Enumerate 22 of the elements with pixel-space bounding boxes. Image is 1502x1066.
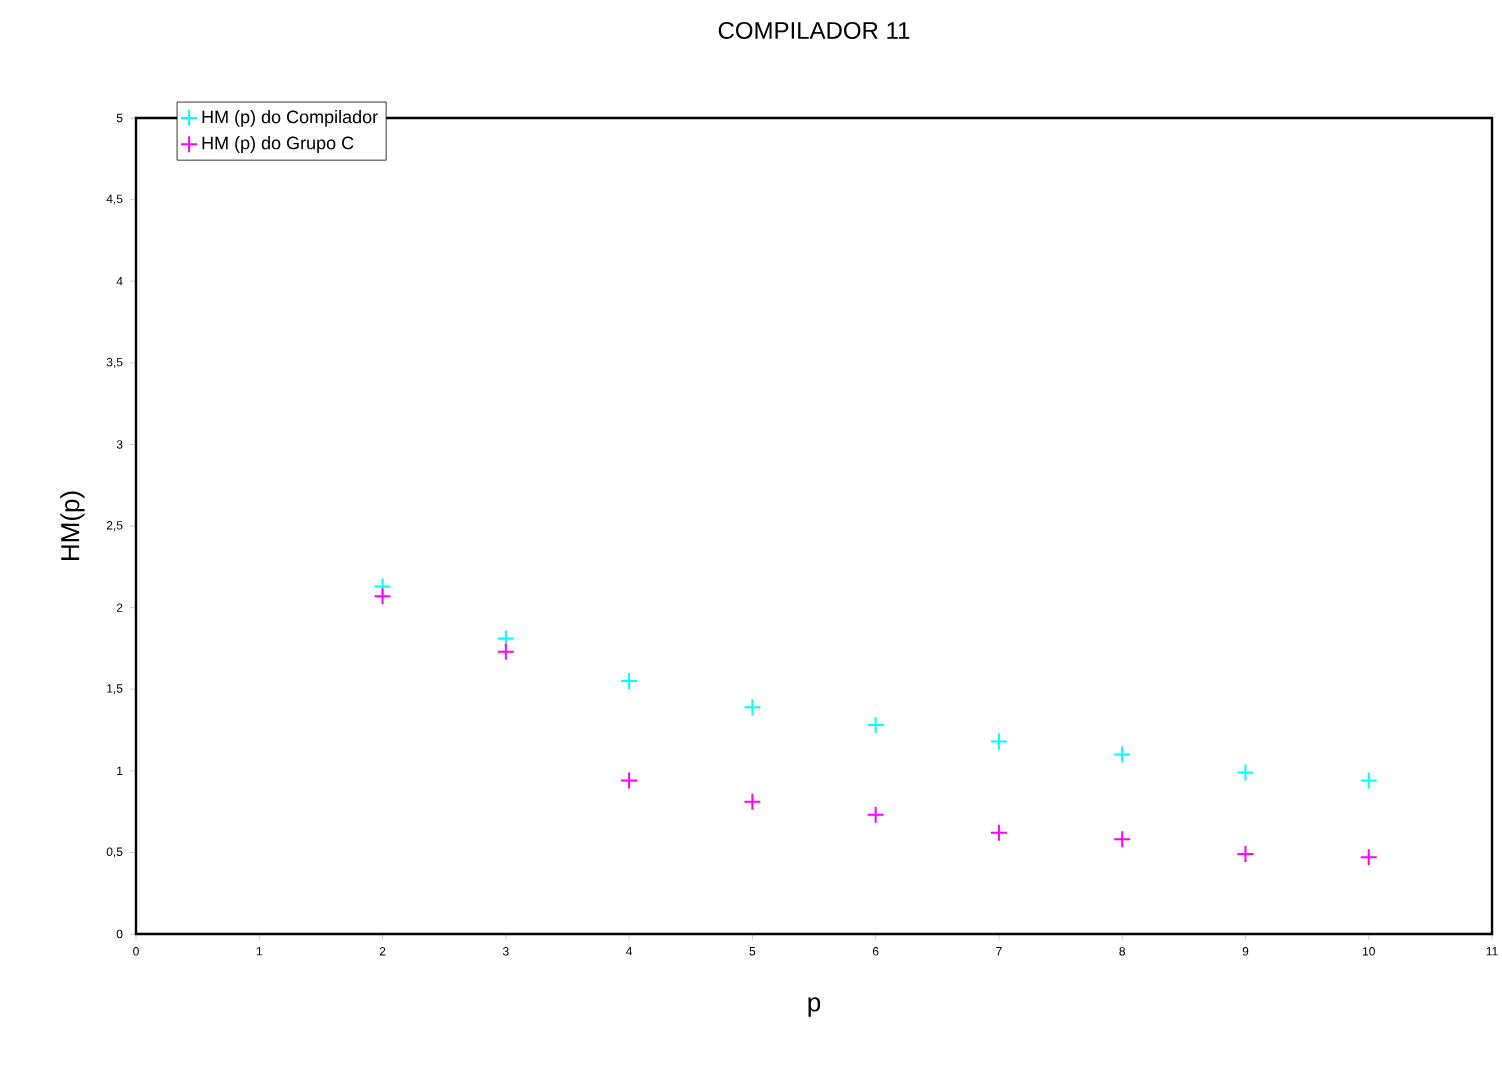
point [1236, 845, 1255, 864]
point [866, 805, 885, 824]
point [1236, 763, 1255, 782]
x-axis-title: p [808, 997, 821, 1017]
point [866, 716, 885, 735]
point [620, 771, 639, 790]
point [496, 642, 515, 661]
point [743, 792, 762, 811]
point [1113, 830, 1132, 849]
point [989, 823, 1008, 842]
point [1359, 848, 1378, 867]
point [496, 629, 515, 648]
point [1359, 771, 1378, 790]
point [620, 672, 639, 691]
point [373, 587, 392, 606]
legend-label: HM (p) do Grupo C [202, 136, 354, 153]
point [989, 732, 1008, 751]
chart-title: COMPILADOR 11 [718, 21, 910, 39]
y-axis-title: HM(p) [60, 491, 85, 560]
point [743, 698, 762, 717]
point [1113, 745, 1132, 764]
legend-label: HM (p) do Compilador [202, 110, 378, 127]
